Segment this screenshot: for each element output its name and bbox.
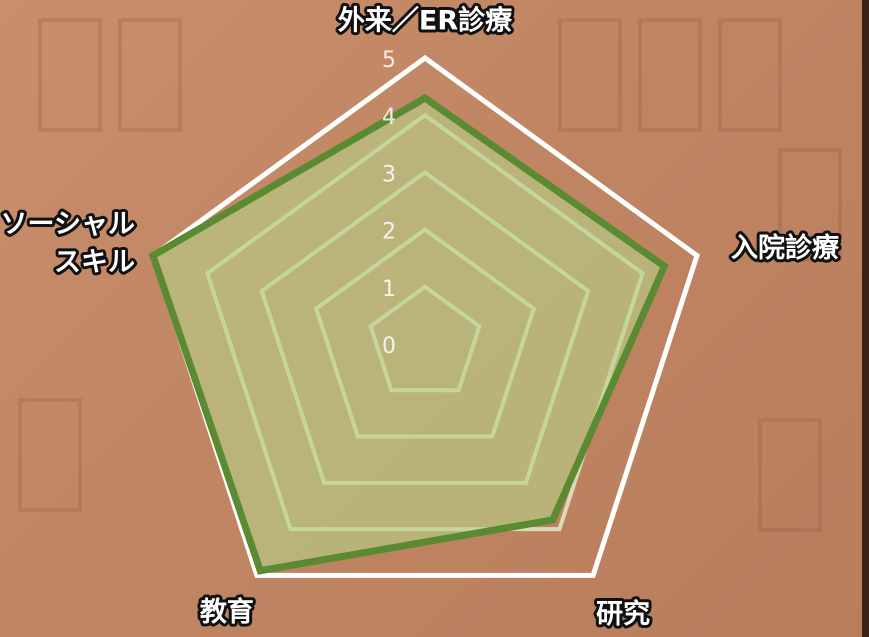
category-label: 教育 [200, 596, 254, 628]
category-label: 研究 [596, 598, 650, 630]
background-pattern [18, 18, 842, 532]
grid-ring [150, 54, 700, 578]
r-tick-label: 1 [382, 277, 396, 302]
category-label: 入院診療 [731, 232, 840, 264]
r-tick-label: 2 [382, 220, 396, 245]
r-tick-label: 0 [382, 334, 396, 359]
r-tick-label: 4 [382, 105, 396, 130]
edge-strip [862, 0, 869, 637]
r-tick-label: 3 [382, 162, 396, 187]
data-area [148, 93, 669, 575]
r-tick-label: 5 [382, 48, 396, 73]
category-label: スキル [54, 247, 135, 278]
category-label: 外来／ER診療 [338, 5, 513, 37]
category-label: ソーシャル [1, 209, 135, 240]
